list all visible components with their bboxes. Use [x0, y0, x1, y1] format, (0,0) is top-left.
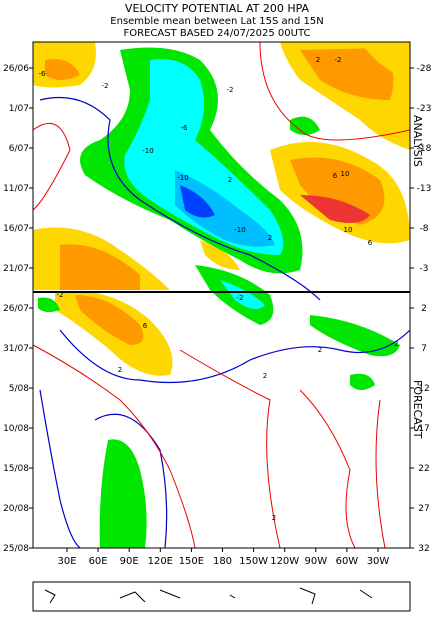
- contour-label: 6: [333, 172, 338, 180]
- y2-tick-label: 22: [418, 464, 429, 474]
- y-tick-label: 16/07: [3, 224, 29, 234]
- map-strip: [32, 581, 411, 612]
- y-tick-label: 31/07: [3, 344, 29, 354]
- y2-tick-label: 7: [421, 344, 427, 354]
- x-tick-label: 90W: [304, 556, 327, 567]
- y2-tick-label: -13: [417, 184, 432, 194]
- y2-tick-label: -28: [417, 64, 432, 74]
- field: [32, 41, 411, 549]
- subtitle: Ensemble mean between Lat 15S and 15N: [110, 16, 323, 27]
- y-tick-label: 1/07: [9, 104, 29, 114]
- contour-label: 6: [143, 322, 148, 330]
- y2-tick-label: -23: [417, 104, 432, 114]
- x-tick-label: 150E: [179, 556, 204, 567]
- subtitle: FORECAST BASED 24/07/2025 00UTC: [124, 28, 311, 39]
- contour-label: -2: [335, 56, 342, 64]
- contour-label: 2: [263, 372, 267, 380]
- x-tick-label: 30E: [57, 556, 76, 567]
- contour-label: 2: [268, 234, 272, 242]
- y-tick-label: 5/08: [9, 384, 29, 394]
- coastline: [44, 587, 373, 605]
- side-label: FORECAST: [411, 380, 424, 439]
- contour-label: -10: [177, 174, 188, 182]
- x-tick-label: 30W: [367, 556, 390, 567]
- x-tick-label: 90E: [120, 556, 139, 567]
- y-tick-label: 20/08: [3, 504, 29, 514]
- plot-frame: [32, 41, 411, 549]
- y-tick-label: 10/08: [3, 424, 29, 434]
- contour-label: 2: [316, 56, 320, 64]
- x-tick-label: 60W: [336, 556, 359, 567]
- contour-label: -6: [39, 70, 47, 78]
- x-tick-label: 150W: [239, 556, 268, 567]
- y2-tick-label: 27: [418, 504, 429, 514]
- y-tick-label: 21/07: [3, 264, 29, 274]
- contour-label: 10: [341, 170, 350, 178]
- contour-label: 10: [344, 226, 353, 234]
- contour-label: -2: [227, 86, 234, 94]
- y2-tick-label: 32: [418, 544, 429, 554]
- contour-label: -6: [181, 124, 189, 132]
- x-tick-label: 60E: [89, 556, 108, 567]
- contour-label: -2: [237, 294, 244, 302]
- contour-label: 2: [318, 346, 322, 354]
- contour-label: -10: [234, 226, 245, 234]
- y2-tick-label: 2: [421, 304, 427, 314]
- y-tick-label: 11/07: [3, 184, 29, 194]
- title: VELOCITY POTENTIAL AT 200 HPA: [125, 2, 310, 15]
- side-label: ANALYSIS: [411, 115, 424, 167]
- contour-label: -2: [57, 291, 64, 299]
- y-tick-label: 15/08: [3, 464, 29, 474]
- contour-label: 2: [118, 366, 122, 374]
- contour-label: -2: [102, 82, 109, 90]
- y-tick-label: 26/07: [3, 304, 29, 314]
- contour-label: -10: [142, 147, 153, 155]
- y2-tick-label: -8: [420, 224, 429, 234]
- contour-label: -2: [392, 340, 399, 348]
- contour-label: 6: [368, 239, 373, 247]
- y-tick-label: 6/07: [9, 144, 29, 154]
- y2-tick-label: -18: [417, 144, 432, 154]
- x-tick-label: 120W: [270, 556, 299, 567]
- y-tick-label: 25/08: [3, 544, 29, 554]
- y2-tick-label: 12: [418, 384, 429, 394]
- y2-tick-label: -3: [420, 264, 429, 274]
- y2-tick-label: 17: [418, 424, 429, 434]
- contour-label: 2: [272, 514, 276, 522]
- contour-label: 2: [228, 176, 232, 184]
- x-tick-label: 180: [213, 556, 232, 567]
- x-tick-label: 120E: [148, 556, 173, 567]
- y-tick-label: 26/06: [3, 64, 29, 74]
